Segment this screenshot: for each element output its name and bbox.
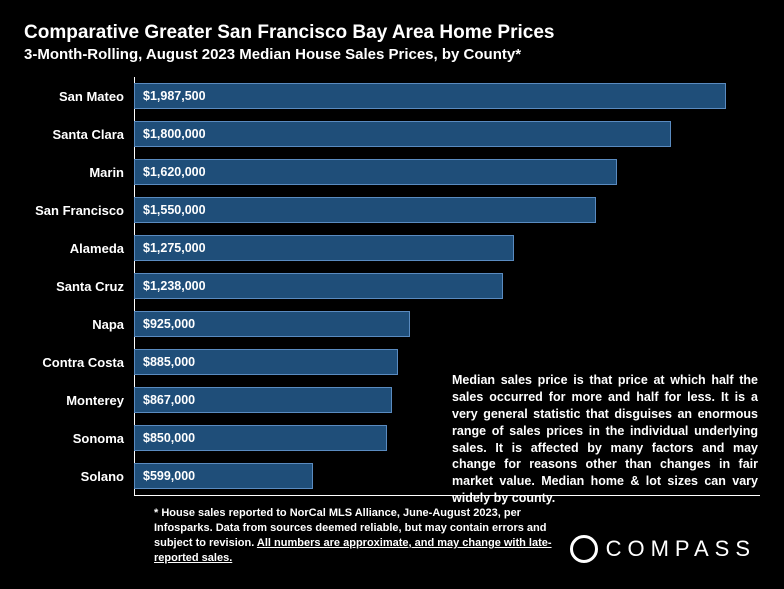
compass-logo: COMPASS: [570, 535, 756, 563]
bar: $1,800,000: [134, 121, 671, 147]
chart-row: Santa Cruz $1,238,000: [24, 267, 760, 305]
chart-subtitle: 3-Month-Rolling, August 2023 Median Hous…: [24, 46, 760, 63]
county-label: Santa Clara: [24, 127, 134, 142]
compass-ring-icon: [570, 535, 598, 563]
chart-row: Santa Clara $1,800,000: [24, 115, 760, 153]
county-label: San Francisco: [24, 203, 134, 218]
chart-row: San Mateo $1,987,500: [24, 77, 760, 115]
county-label: Santa Cruz: [24, 279, 134, 294]
county-label: Alameda: [24, 241, 134, 256]
bar-value-label: $1,550,000: [143, 203, 206, 217]
bar-value-label: $1,238,000: [143, 279, 206, 293]
bar: $1,987,500: [134, 83, 726, 109]
bar-track: $1,800,000: [134, 115, 760, 153]
bar-track: $1,550,000: [134, 191, 760, 229]
bar-value-label: $885,000: [143, 355, 195, 369]
bar-value-label: $1,275,000: [143, 241, 206, 255]
bar-value-label: $1,987,500: [143, 89, 206, 103]
bar: $1,550,000: [134, 197, 596, 223]
county-label: Monterey: [24, 393, 134, 408]
chart-row: San Francisco $1,550,000: [24, 191, 760, 229]
bar: $1,275,000: [134, 235, 514, 261]
bar-value-label: $850,000: [143, 431, 195, 445]
bar: $1,620,000: [134, 159, 617, 185]
bar-value-label: $925,000: [143, 317, 195, 331]
bar-track: $925,000: [134, 305, 760, 343]
explanation-text: Median sales price is that price at whic…: [452, 372, 758, 507]
bar-value-label: $867,000: [143, 393, 195, 407]
bar: $885,000: [134, 349, 398, 375]
bar: $1,238,000: [134, 273, 503, 299]
county-label: Solano: [24, 469, 134, 484]
bar: $599,000: [134, 463, 313, 489]
footnote: * House sales reported to NorCal MLS All…: [154, 506, 574, 565]
bar-value-label: $599,000: [143, 469, 195, 483]
chart-row: Marin $1,620,000: [24, 153, 760, 191]
chart-row: Napa $925,000: [24, 305, 760, 343]
county-label: Napa: [24, 317, 134, 332]
bar-track: $1,987,500: [134, 77, 760, 115]
county-label: Sonoma: [24, 431, 134, 446]
bar: $850,000: [134, 425, 387, 451]
chart-row: Alameda $1,275,000: [24, 229, 760, 267]
compass-wordmark: COMPASS: [606, 536, 756, 562]
county-label: San Mateo: [24, 89, 134, 104]
bar: $925,000: [134, 311, 410, 337]
bar-value-label: $1,620,000: [143, 165, 206, 179]
bar-value-label: $1,800,000: [143, 127, 206, 141]
county-label: Marin: [24, 165, 134, 180]
county-label: Contra Costa: [24, 355, 134, 370]
bar-track: $1,275,000: [134, 229, 760, 267]
bar-track: $1,238,000: [134, 267, 760, 305]
bar-track: $1,620,000: [134, 153, 760, 191]
bar: $867,000: [134, 387, 392, 413]
chart-title: Comparative Greater San Francisco Bay Ar…: [24, 22, 760, 44]
